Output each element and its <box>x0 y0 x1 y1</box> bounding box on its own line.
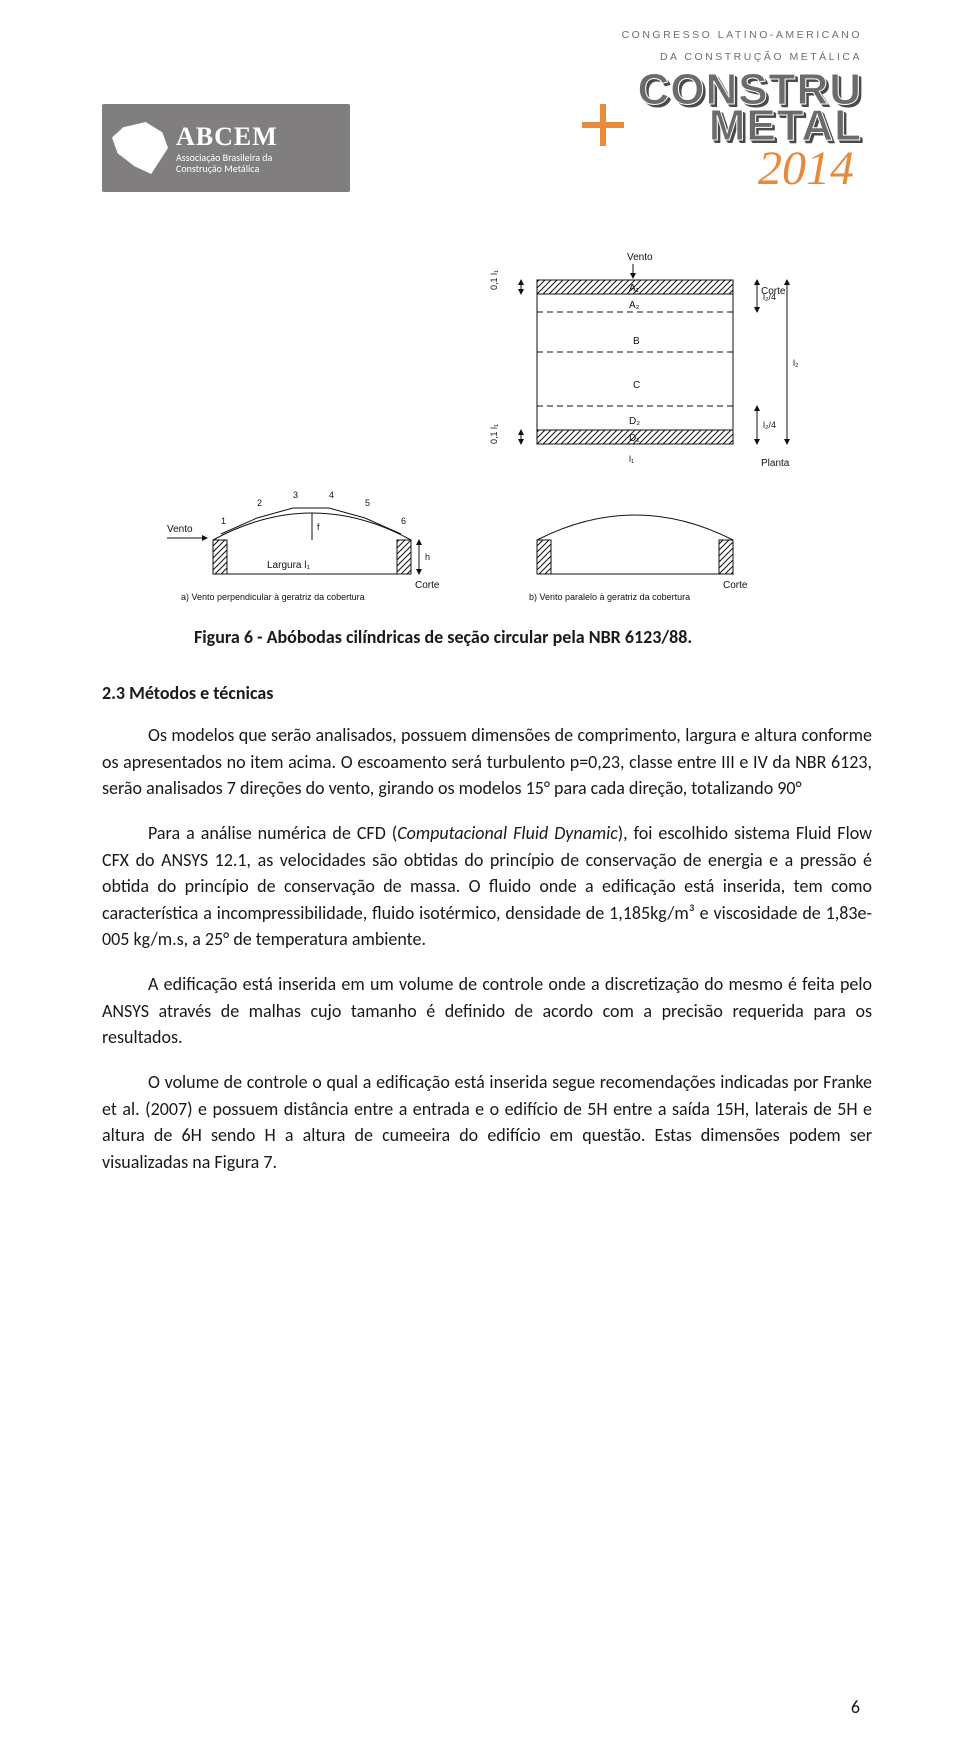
label-A2: A₂ <box>629 300 640 311</box>
abcem-sub2: Construção Metálica <box>176 163 278 174</box>
section-title: 2.3 Métodos e técnicas <box>102 682 872 704</box>
label-corte-a: Corte <box>415 580 440 591</box>
paragraph-4: O volume de controle o qual a edificação… <box>102 1069 872 1176</box>
constru-l2: METAL <box>709 101 862 150</box>
note-b: b) Vento paralelo à geratriz da cobertur… <box>529 592 690 602</box>
figure-caption: Figura 6 - Abóbodas cilíndricas de seção… <box>102 626 692 648</box>
label-l2h: l₂ <box>793 358 799 368</box>
figure-svg: Vento A₁ A₂ B C D₂ D₁ 0,1 l₁ 0,1 l₁ l₂/4… <box>157 248 817 608</box>
congress-line-2: DA CONSTRUÇÃO METÁLICA <box>572 50 872 64</box>
p2-italic: Computacional Fluid Dynamic <box>397 822 617 844</box>
label-B: B <box>633 336 640 347</box>
label-vento-top: Vento <box>627 252 653 263</box>
page-header: ABCEM Associação Brasileira da Construçã… <box>102 28 872 218</box>
congress-line-1: CONGRESSO LATINO-AMERICANO <box>572 28 872 42</box>
p2a: Para a análise numérica de CFD ( <box>148 822 397 844</box>
abcem-text: ABCEM Associação Brasileira da Construçã… <box>176 122 278 174</box>
label-h: h <box>425 552 430 562</box>
figure-6: Vento A₁ A₂ B C D₂ D₁ 0,1 l₁ 0,1 l₁ l₂/4… <box>102 248 872 648</box>
label-A1: A₁ <box>629 283 640 294</box>
label-C: C <box>633 380 640 391</box>
label-r14-bot: 0,1 l₁ <box>489 424 499 444</box>
brazil-map-icon <box>112 122 168 174</box>
constru-word: CONSTRU METAL <box>572 72 872 144</box>
label-corte-top: Corte <box>761 286 786 297</box>
pt6: 6 <box>401 516 406 526</box>
pt3: 3 <box>293 490 298 500</box>
note-a: a) Vento perpendicular à geratriz da cob… <box>181 592 365 602</box>
label-vento-left: Vento <box>167 524 193 535</box>
abcem-title: ABCEM <box>176 122 278 152</box>
paragraph-3: A edificação está inserida em um volume … <box>102 971 872 1051</box>
label-l2q-b: l₂/4 <box>763 420 776 430</box>
paragraph-1: Os modelos que serão analisados, possuem… <box>102 722 872 802</box>
page-number: 6 <box>851 1696 860 1718</box>
pt2: 2 <box>257 498 262 508</box>
section-a: Vento 1 2 3 4 5 6 f h Largura l₁ Corte a… <box>167 490 440 602</box>
label-planta: Planta <box>761 458 790 469</box>
label-corte-b: Corte <box>723 580 748 591</box>
pt1: 1 <box>221 516 226 526</box>
label-l1-plan: l₁ <box>629 454 634 464</box>
label-f: f <box>317 522 320 532</box>
label-D1: D₁ <box>629 433 640 444</box>
plan-view: Vento A₁ A₂ B C D₂ D₁ 0,1 l₁ 0,1 l₁ l₂/4… <box>489 252 799 469</box>
paragraph-2: Para a análise numérica de CFD (Computac… <box>102 820 872 953</box>
label-D2: D₂ <box>629 416 640 427</box>
pt4: 4 <box>329 490 334 500</box>
abcem-logo: ABCEM Associação Brasileira da Construçã… <box>102 104 350 192</box>
pt5: 5 <box>365 498 370 508</box>
label-largura: Largura l₁ <box>267 560 310 571</box>
construmetal-logo: CONGRESSO LATINO-AMERICANO DA CONSTRUÇÃO… <box>572 28 872 196</box>
label-r14-top: 0,1 l₁ <box>489 270 499 290</box>
plus-icon <box>582 104 624 146</box>
section-b: Corte b) Vento paralelo à geratriz da co… <box>529 515 748 602</box>
